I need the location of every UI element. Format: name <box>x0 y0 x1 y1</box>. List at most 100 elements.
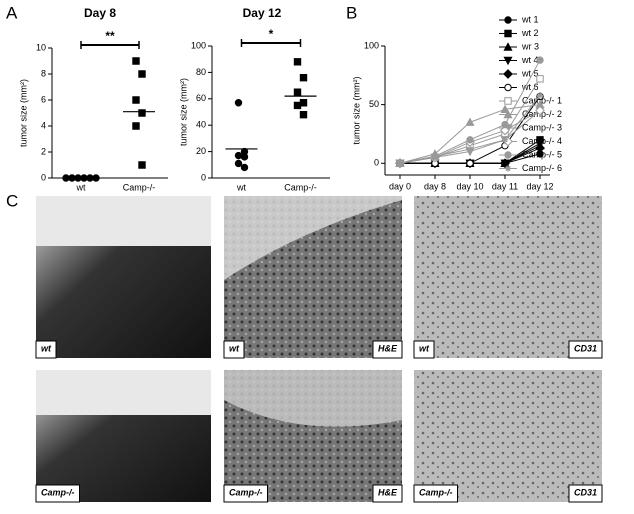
x-tick-label: wt <box>76 182 86 192</box>
point <box>466 159 474 167</box>
dot <box>293 101 302 110</box>
caption-box <box>372 484 403 503</box>
stain-caption: H&E <box>378 343 398 353</box>
legend-label: Camp-/- 4 <box>522 136 562 146</box>
significance: ** <box>105 29 115 43</box>
legend-label: Camp-/- 2 <box>522 109 562 119</box>
legend-marker <box>504 83 512 92</box>
legend-label: Camp-/- 1 <box>522 95 562 105</box>
dot <box>138 109 146 117</box>
point <box>501 136 509 144</box>
photos <box>36 196 602 502</box>
caption-box <box>413 484 458 503</box>
caption: Camp-/- <box>419 487 453 497</box>
dot <box>138 161 146 169</box>
y-tick-label: 50 <box>369 99 379 109</box>
y-tick-label: 20 <box>196 146 206 156</box>
point <box>536 92 544 99</box>
legend-label: wt 5 <box>521 68 539 78</box>
photo <box>414 370 602 502</box>
y-tick-label: 100 <box>364 40 379 50</box>
point <box>501 120 509 129</box>
legend-marker <box>504 29 512 38</box>
legend-marker <box>504 165 512 172</box>
x-tick-label: Camp-/- <box>123 182 156 192</box>
panel-label: A <box>6 3 18 22</box>
legend-marker <box>504 16 512 24</box>
panel-label: B <box>346 3 357 22</box>
dot <box>234 151 243 160</box>
legend-label: wt 2 <box>521 28 539 38</box>
legend-marker <box>503 56 513 66</box>
y-tick-label: 100 <box>191 40 206 50</box>
dot <box>234 159 243 168</box>
x-tick-label: day 11 <box>492 181 518 191</box>
dot <box>293 88 302 96</box>
legend-marker <box>503 42 513 51</box>
dot <box>240 163 249 172</box>
caption-box <box>413 340 435 359</box>
y-tick-label: 80 <box>196 67 206 77</box>
caption-box <box>35 484 80 503</box>
dot <box>132 122 140 130</box>
y-tick-label: 0 <box>41 172 46 182</box>
legend-label: Camp-/- 3 <box>522 122 562 132</box>
dot <box>293 58 302 66</box>
stain-caption: H&E <box>378 487 398 497</box>
y-tick-label: 4 <box>41 120 46 130</box>
point <box>465 117 475 126</box>
y-axis-label: tumor size (mm²) <box>178 78 188 146</box>
caption: wt <box>419 343 430 353</box>
y-tick-label: 2 <box>41 146 46 156</box>
dot <box>234 99 243 107</box>
legend-label: Camp-/- 6 <box>522 163 562 173</box>
photo-region <box>224 196 402 280</box>
legend-marker <box>504 97 512 105</box>
caption-box <box>372 340 403 359</box>
point <box>466 136 474 144</box>
legend-label: wt 1 <box>521 14 539 24</box>
legend-label: Camp-/- 5 <box>522 149 562 159</box>
legend-marker <box>503 69 513 79</box>
legend-label: wr 3 <box>521 41 539 51</box>
dot <box>132 96 140 104</box>
x-tick-label: day 12 <box>526 181 553 191</box>
point <box>466 146 474 153</box>
legend-label: wt 6 <box>521 82 539 92</box>
dot <box>299 73 308 82</box>
point <box>500 158 510 169</box>
photo <box>414 196 602 358</box>
significance: * <box>269 27 274 41</box>
x-tick-label: day 0 <box>389 181 411 191</box>
point <box>535 105 545 116</box>
panel-label: C <box>6 191 18 210</box>
stain-caption: CD31 <box>574 487 597 497</box>
y-tick-label: 10 <box>36 42 46 52</box>
point <box>536 75 544 83</box>
caption: wt <box>229 343 240 353</box>
dot <box>138 70 146 78</box>
point <box>500 104 510 114</box>
caption: Camp-/- <box>229 487 263 497</box>
x-tick-label: Camp-/- <box>284 182 317 192</box>
y-tick-label: 40 <box>196 120 206 130</box>
dot <box>299 110 308 119</box>
caption-box <box>568 340 603 359</box>
caption-box <box>223 340 245 359</box>
y-axis-label: tumor size (mm²) <box>18 79 28 147</box>
caption-box <box>568 484 603 503</box>
dot <box>299 99 308 107</box>
caption-box <box>35 340 57 359</box>
y-tick-label: 60 <box>196 93 206 103</box>
y-tick-label: 0 <box>374 158 379 168</box>
chart-title: Day 8 <box>84 6 116 20</box>
stain-caption: CD31 <box>574 343 597 353</box>
y-axis-label: tumor size (mm²) <box>351 77 361 145</box>
caption: wt <box>41 343 52 353</box>
x-tick-label: day 10 <box>456 181 483 191</box>
caption: Camp-/- <box>41 487 75 497</box>
ruler <box>36 370 211 415</box>
point <box>536 56 544 64</box>
